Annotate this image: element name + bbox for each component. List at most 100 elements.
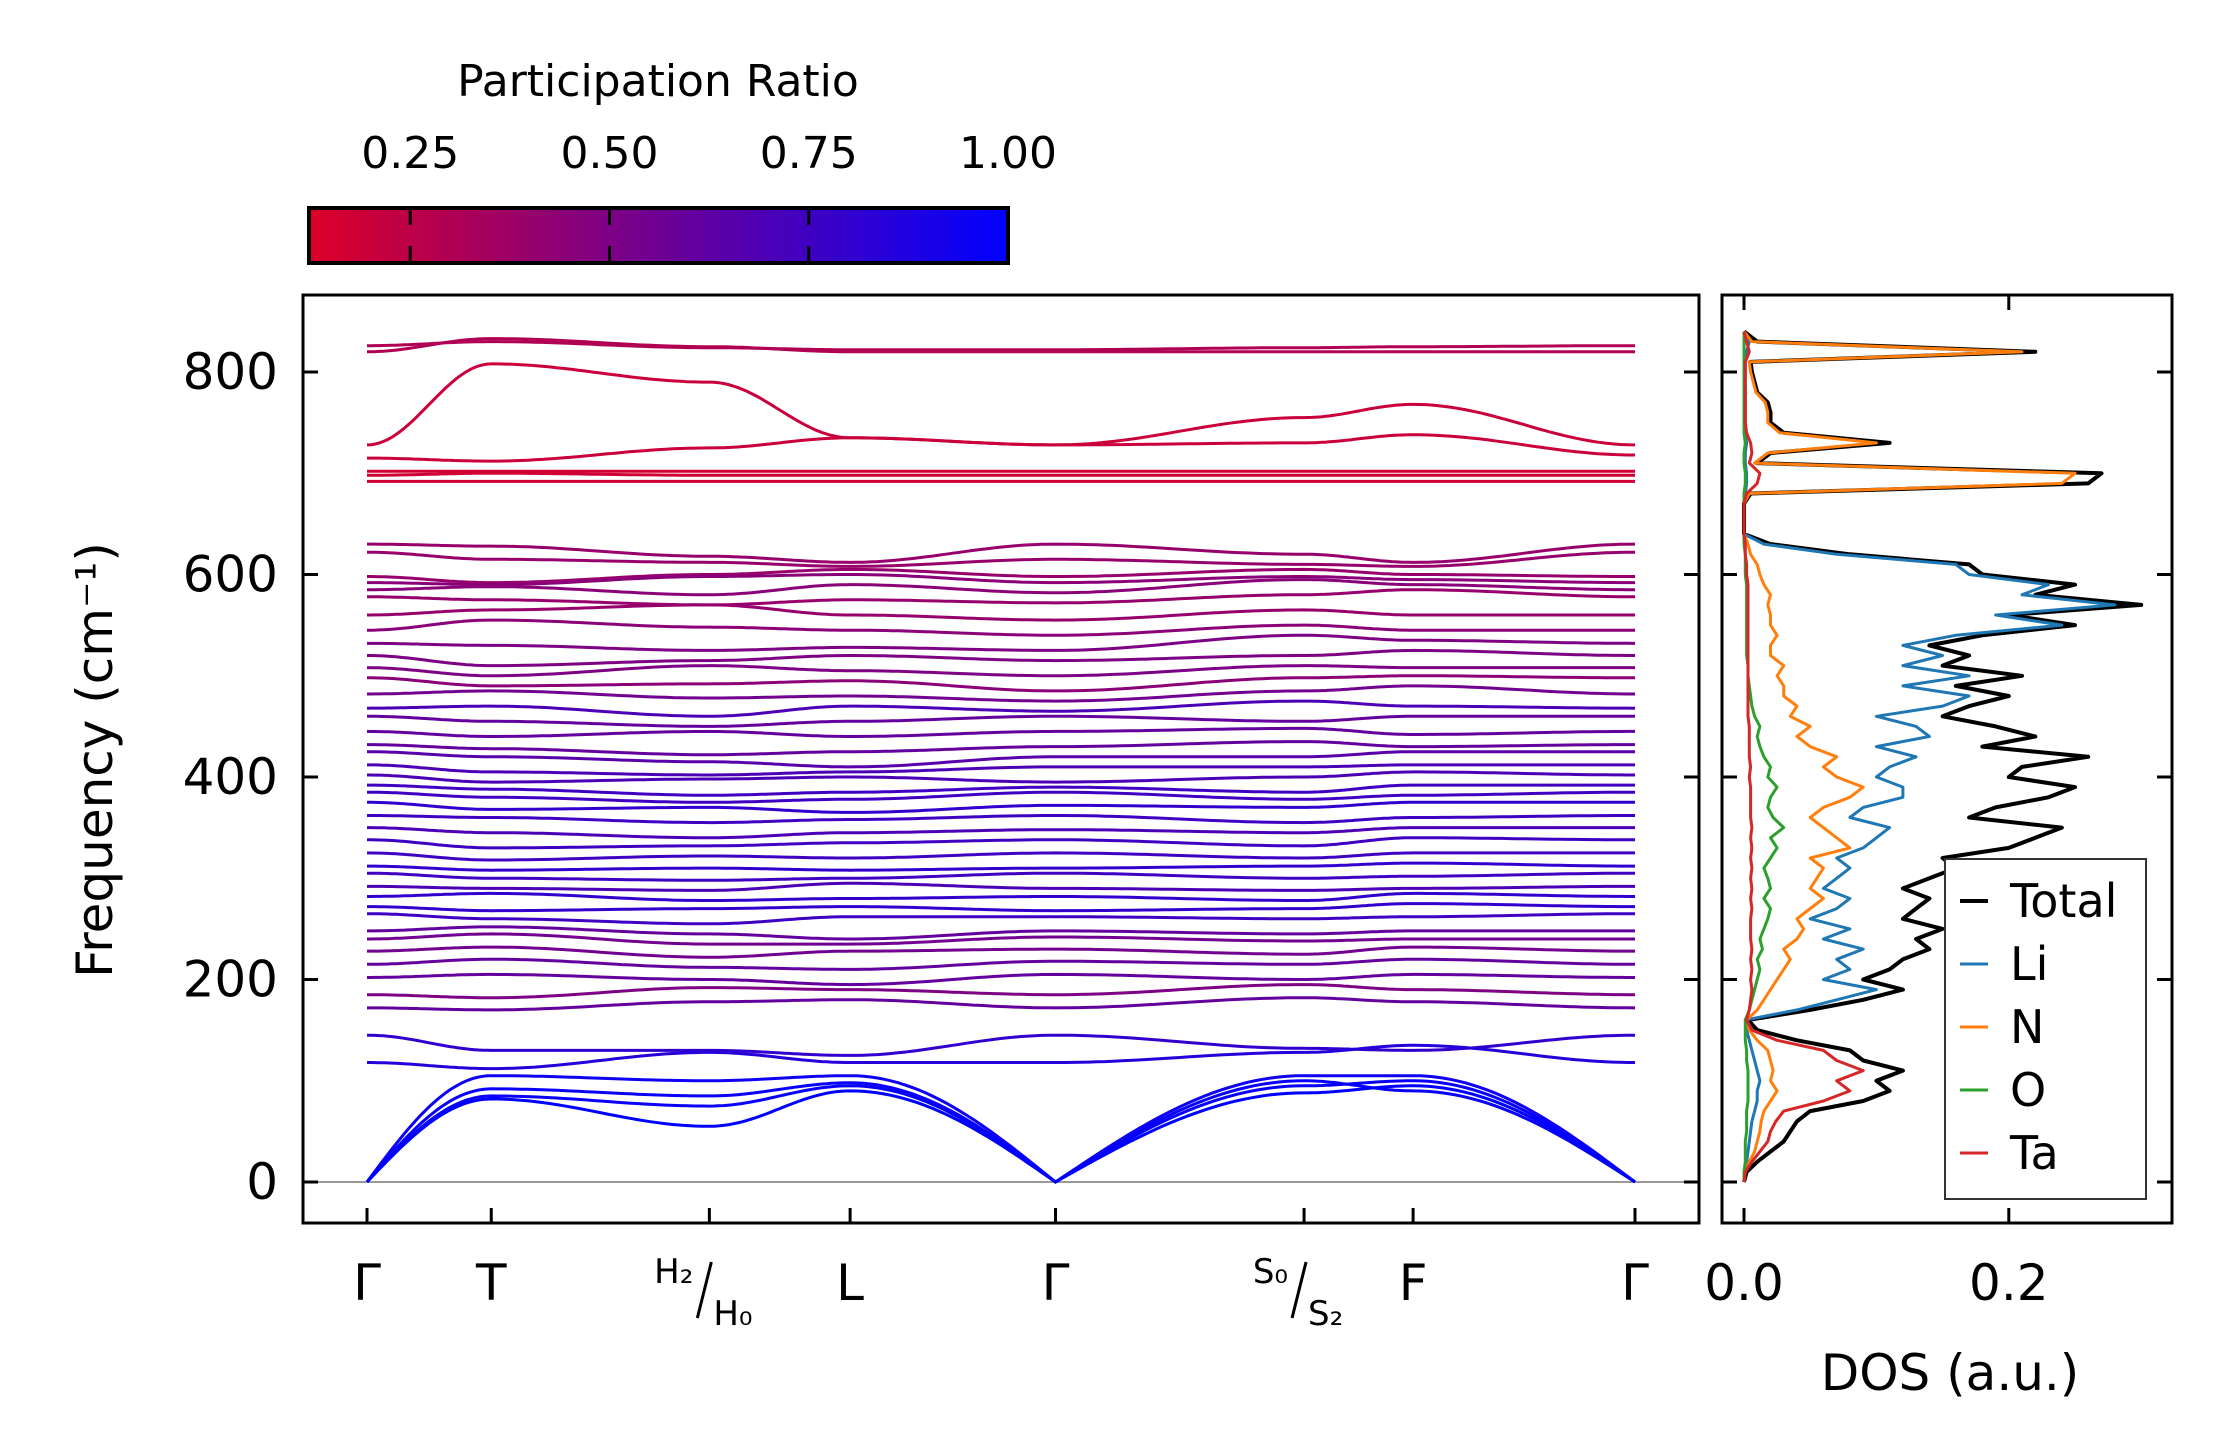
band-line bbox=[367, 861, 1635, 872]
colorbar-tick-label: 0.25 bbox=[361, 128, 459, 179]
band-line bbox=[367, 925, 1635, 941]
y-tick-label: 400 bbox=[183, 748, 278, 806]
y-axis-label: Frequency (cm⁻¹) bbox=[66, 542, 124, 978]
dos-x-tick-label: 0.2 bbox=[1969, 1254, 2049, 1312]
dos-lines bbox=[1742, 329, 2144, 1183]
band-line bbox=[367, 550, 1636, 568]
legend-box bbox=[1944, 858, 2147, 1200]
band-line bbox=[367, 750, 1635, 769]
band-line bbox=[367, 471, 1635, 477]
kpoint-label-left: S₀ bbox=[1253, 1252, 1288, 1292]
band-line bbox=[367, 433, 1635, 463]
band-line bbox=[367, 871, 1635, 882]
kpoint-label-pair: S₀ S₂ bbox=[1253, 1252, 1343, 1334]
band-line bbox=[367, 603, 1635, 622]
legend-label: O bbox=[2010, 1063, 2046, 1117]
band-line bbox=[367, 340, 1635, 352]
colorbar-gradient bbox=[307, 206, 1010, 265]
kpoint-label: Γ bbox=[353, 1254, 381, 1312]
band-line bbox=[365, 1074, 1636, 1184]
kpoint-label: T bbox=[475, 1254, 507, 1312]
dos-line-n bbox=[1742, 330, 2077, 1183]
y-tick-label: 200 bbox=[183, 951, 278, 1009]
colorbar: Participation Ratio 0.25 0.50 0.75 1.00 bbox=[307, 56, 1057, 265]
band-line bbox=[366, 337, 1635, 354]
band-line bbox=[367, 972, 1635, 987]
band-line bbox=[367, 633, 1636, 652]
band-line bbox=[367, 790, 1635, 804]
kpoint-label: Γ bbox=[1042, 1254, 1070, 1312]
x-axis-label-dos: DOS (a.u.) bbox=[1821, 1344, 2080, 1402]
band-line bbox=[367, 770, 1635, 784]
band-axes-ticks: 0 200 400 600 800 Γ T H₂ H₀ L Γ S₀ S₂ F Γ bbox=[183, 343, 1699, 1334]
band-line bbox=[367, 1043, 1635, 1071]
band-line bbox=[367, 573, 1635, 587]
kpoint-label-right: S₂ bbox=[1308, 1294, 1343, 1334]
legend-items: Total Li NO Ta bbox=[1960, 874, 2117, 1180]
band-line bbox=[367, 800, 1635, 814]
dos-line-o bbox=[1742, 331, 1786, 1182]
band-line bbox=[367, 836, 1635, 850]
band-line bbox=[366, 664, 1635, 678]
band-lines bbox=[365, 337, 1636, 1184]
band-line bbox=[366, 851, 1635, 862]
kpoint-label-right: H₀ bbox=[713, 1294, 752, 1334]
kpoint-label: L bbox=[836, 1254, 864, 1312]
dos-line-total bbox=[1742, 329, 2144, 1183]
kpoint-label: Γ bbox=[1621, 1254, 1649, 1312]
band-line bbox=[366, 362, 1636, 447]
dos-panel: 0.0 0.2 DOS (a.u.) Total Li NO Ta bbox=[1704, 293, 2174, 1402]
band-line bbox=[366, 726, 1635, 738]
kpoint-label-pair: H₂ H₀ bbox=[654, 1252, 752, 1334]
dos-x-tick-label: 0.0 bbox=[1704, 1254, 1784, 1312]
band-line bbox=[367, 618, 1635, 637]
colorbar-tick-label: 1.00 bbox=[959, 128, 1057, 179]
band-line bbox=[367, 957, 1635, 971]
band-line bbox=[367, 902, 1635, 913]
legend-label: Li bbox=[2010, 937, 2048, 991]
band-line bbox=[367, 1033, 1635, 1057]
colorbar-tick-label: 0.75 bbox=[760, 128, 858, 179]
dos-line-ta bbox=[1742, 331, 1865, 1183]
band-line bbox=[367, 684, 1635, 703]
band-line bbox=[367, 814, 1635, 825]
y-tick-label: 600 bbox=[183, 546, 278, 604]
band-line bbox=[367, 714, 1635, 728]
kpoint-slash bbox=[695, 1261, 713, 1319]
legend-label: N bbox=[2010, 1000, 2044, 1054]
band-line bbox=[367, 567, 1635, 585]
band-line bbox=[367, 891, 1635, 902]
kpoint-label: F bbox=[1399, 1254, 1428, 1312]
band-line bbox=[367, 783, 1635, 797]
band-line bbox=[366, 699, 1636, 718]
kpoint-slash bbox=[1290, 1261, 1308, 1319]
y-tick-label: 800 bbox=[183, 343, 278, 401]
band-line bbox=[367, 983, 1635, 1000]
band-line bbox=[367, 932, 1635, 946]
band-line bbox=[367, 912, 1635, 926]
band-line bbox=[367, 826, 1635, 840]
band-structure-panel: 0 200 400 600 800 Γ T H₂ H₀ L Γ S₀ S₂ F Γ Frequency (c… bbox=[66, 293, 1701, 1334]
band-line bbox=[365, 1084, 1636, 1184]
band-line bbox=[365, 1079, 1636, 1184]
colorbar-tick-label: 0.50 bbox=[560, 128, 658, 179]
band-line bbox=[367, 881, 1635, 892]
legend: Total Li NO Ta bbox=[1944, 858, 2147, 1200]
band-line bbox=[367, 578, 1635, 597]
band-axes-frame bbox=[301, 293, 1701, 1225]
band-line bbox=[367, 740, 1635, 757]
band-line bbox=[367, 588, 1635, 607]
band-line bbox=[367, 996, 1636, 1012]
legend-label: Ta bbox=[2009, 1126, 2059, 1180]
dos-axes-frame bbox=[1720, 293, 2174, 1225]
legend-label: Total bbox=[2009, 874, 2117, 928]
band-line bbox=[365, 1079, 1636, 1184]
band-line bbox=[367, 648, 1635, 668]
y-tick-label: 0 bbox=[246, 1153, 278, 1211]
colorbar-title: Participation Ratio bbox=[457, 56, 859, 107]
band-line bbox=[367, 945, 1635, 959]
dos-axes-ticks: 0.0 0.2 bbox=[1704, 295, 2172, 1312]
band-line bbox=[367, 763, 1635, 777]
band-line bbox=[367, 674, 1635, 693]
